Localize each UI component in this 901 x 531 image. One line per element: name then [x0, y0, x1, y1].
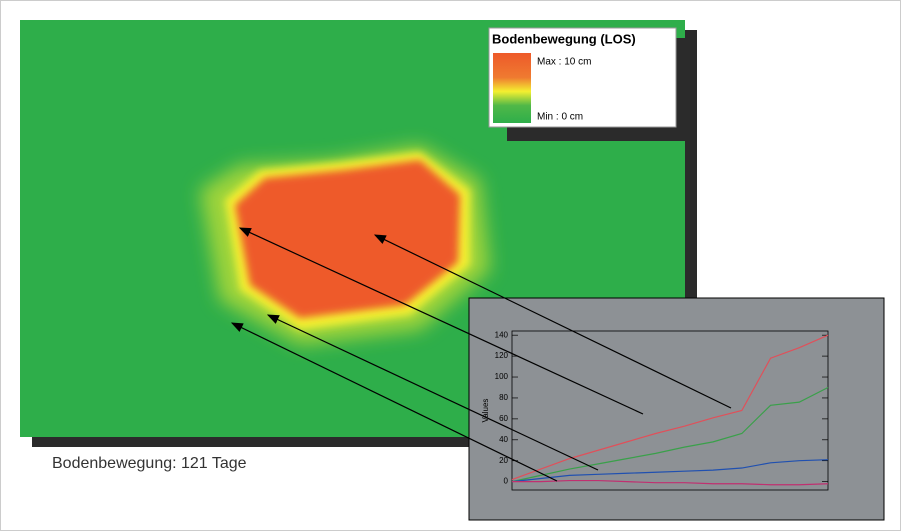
series-line: [511, 459, 829, 483]
arrows: [230, 227, 732, 482]
y-axis-label: Values: [481, 399, 490, 423]
legend-min: Min : 0 cm: [537, 112, 583, 123]
legend-title: Bodenbewegung (LOS): [492, 31, 636, 46]
series-line: [512, 479, 829, 486]
y-tick-label: 80: [499, 393, 508, 402]
y-tick-label: 60: [499, 414, 508, 423]
caption: Bodenbewegung: 121 Tage: [52, 455, 247, 472]
y-tick-label: 100: [495, 372, 509, 381]
y-tick-label: 0: [504, 477, 509, 486]
legend-max: Max : 10 cm: [537, 57, 591, 68]
y-tick-label: 140: [495, 330, 509, 339]
legend-colorbar: [493, 53, 531, 123]
plot-area: [511, 330, 829, 491]
y-tick-label: 120: [495, 351, 509, 360]
plot: 0 20 40 60 80 100 120 140 Values: [481, 330, 829, 491]
series-line: [511, 386, 829, 483]
series-line: [511, 334, 829, 481]
y-tick-label: 40: [499, 435, 508, 444]
y-tick-label: 20: [499, 456, 508, 465]
